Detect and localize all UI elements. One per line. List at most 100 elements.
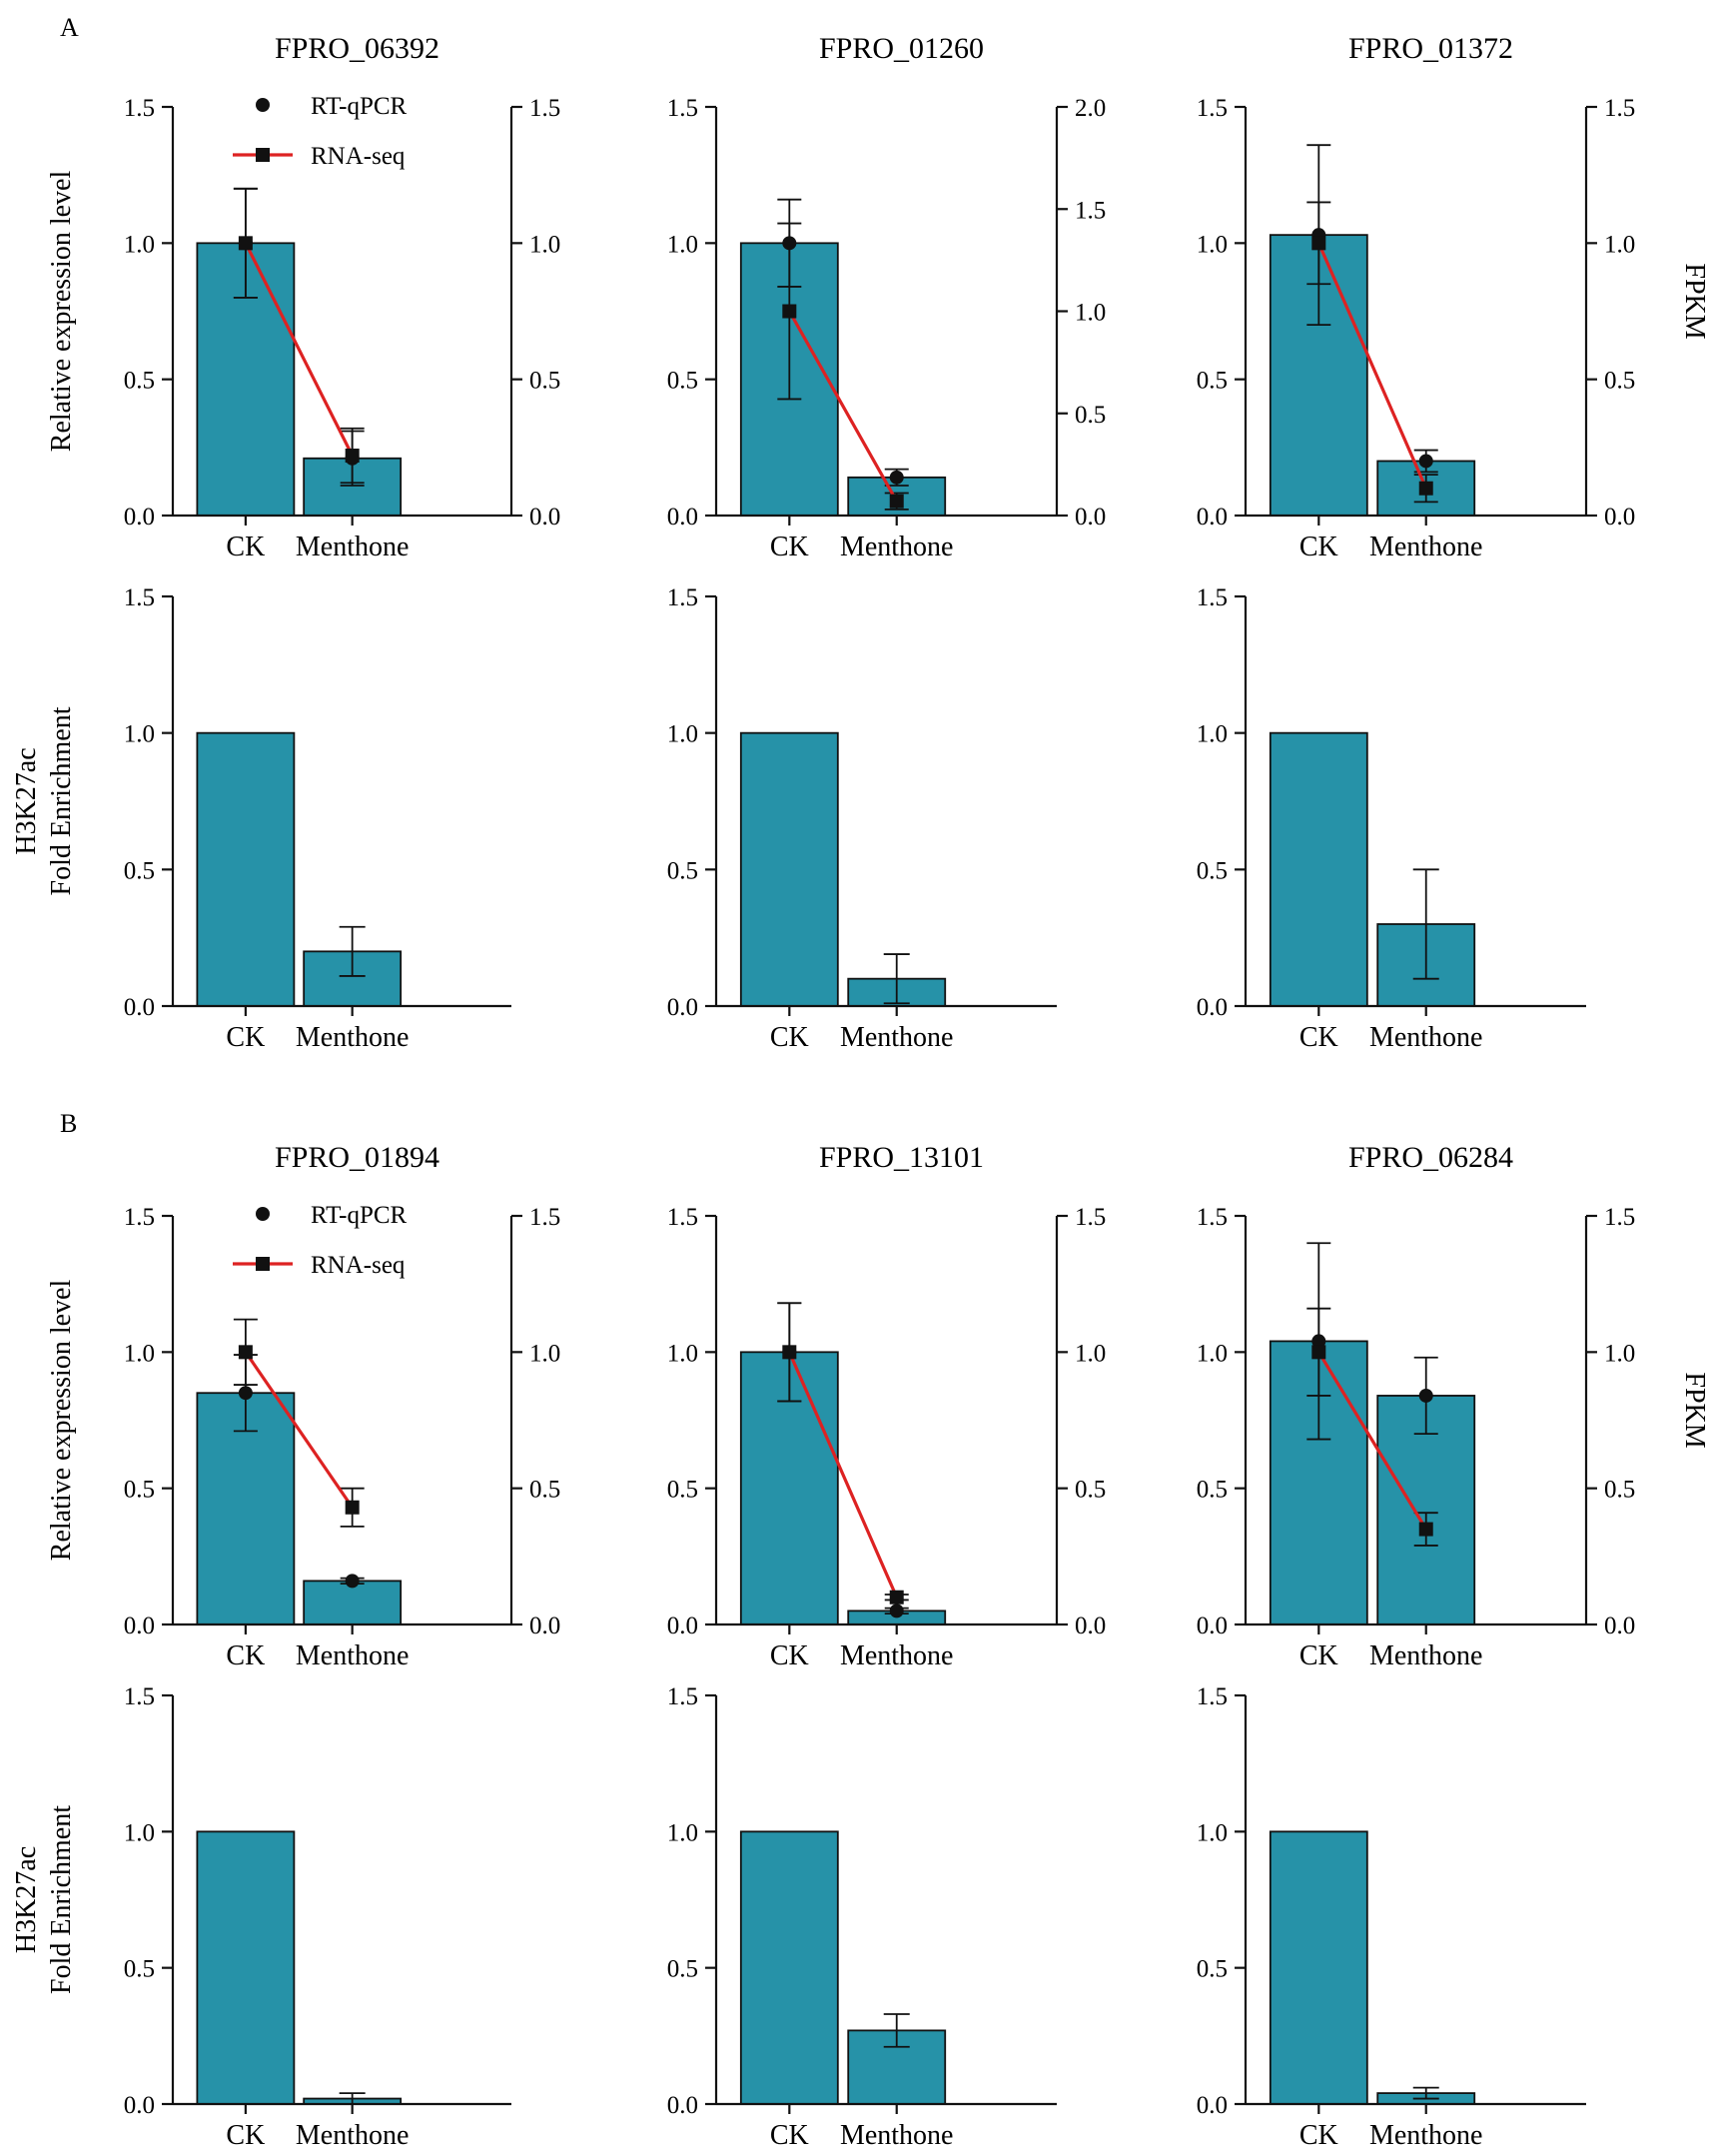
y-tick-label-left: 0.0: [1197, 2092, 1228, 2119]
rna-seq-point-ck: [1311, 236, 1326, 251]
y-tick-label-right: 1.0: [1604, 1340, 1635, 1367]
rna-seq-point-menthone: [1418, 481, 1433, 496]
y-tick-label-left: 1.0: [124, 1340, 155, 1367]
y-tick-label-right: 1.5: [1604, 1204, 1635, 1231]
y-tick-label-right: 0.5: [1604, 1477, 1635, 1504]
x-tick-label-ck: CK: [770, 2120, 809, 2151]
chart-fpro-13101-enrichment: 0.0 0.5 1.0 1.5 CK Menthone: [667, 1683, 1057, 2151]
rt-qpcr-point-menthone: [1418, 1388, 1433, 1403]
y-tick-label-left: 0.5: [124, 1956, 155, 1983]
bar-ck: [1269, 1830, 1368, 2105]
rna-seq-point-ck: [782, 1345, 797, 1360]
rna-seq-line: [1316, 242, 1428, 490]
panel-label-b: B: [60, 1109, 77, 1138]
rt-qpcr-point-ck: [1311, 1334, 1326, 1349]
bar-ck: [739, 731, 839, 1007]
y-tick-label-left: 1.5: [124, 1683, 155, 1710]
y-axis-label-expression: Relative expression level: [46, 1280, 77, 1562]
y-tick-label-left: 0.5: [667, 368, 698, 395]
y-tick-label-left: 1.0: [124, 721, 155, 748]
legend-rna-seq-marker: [256, 1257, 270, 1271]
y-tick-label-right: 0.5: [529, 368, 560, 395]
legend-rt-qpcr-marker: [256, 98, 270, 112]
y-tick-label-right: 1.5: [529, 95, 560, 122]
x-tick-label-menthone: Menthone: [1369, 2120, 1483, 2151]
bar-ck: [1269, 731, 1368, 1007]
y-tick-label-right: 1.5: [1075, 1204, 1106, 1231]
rna-seq-point-ck: [1311, 1345, 1326, 1360]
y-tick-label-right: 0.5: [1604, 368, 1635, 395]
y-tick-label-left: 1.5: [667, 95, 698, 122]
y-tick-label-right: 0.0: [1604, 1613, 1635, 1639]
y-tick-label-left: 0.5: [667, 857, 698, 884]
chart-title: FPRO_01260: [819, 32, 984, 65]
y-tick-label-left: 1.5: [1197, 584, 1228, 611]
y-tick-label-left: 0.0: [1197, 1613, 1228, 1639]
x-tick-label-ck: CK: [1299, 2120, 1338, 2151]
y-tick-label-left: 0.5: [667, 1956, 698, 1983]
chart-title: FPRO_01372: [1348, 32, 1513, 65]
y-tick-label-right: 1.0: [1604, 231, 1635, 258]
x-tick-label-ck: CK: [1299, 532, 1338, 562]
y-tick-label-right: 0.0: [1604, 504, 1635, 531]
y-tick-label-left: 1.0: [124, 231, 155, 258]
y-tick-label-left: 1.5: [1197, 1204, 1228, 1231]
y-tick-label-left: 0.0: [124, 504, 155, 531]
y-tick-label-left: 1.5: [667, 1204, 698, 1231]
x-tick-label-menthone: Menthone: [840, 2120, 954, 2151]
rna-seq-point-ck: [238, 236, 253, 251]
legend-rna-seq-label: RNA-seq: [311, 1252, 406, 1279]
x-tick-label-menthone: Menthone: [296, 1022, 410, 1053]
rt-qpcr-point-menthone: [889, 1604, 904, 1618]
chart-title: FPRO_13101: [819, 1141, 984, 1174]
chart-fpro-06284-expression: FPRO_06284 0.0 0.5 1.0 1.5 CK Menthone 0.0 0.5 1.…: [1197, 1141, 1710, 1671]
chart-fpro-01260-expression: FPRO_01260 0.0 0.5 1.0 1.5 CK Menthone 0.0 0.5 1.…: [667, 32, 1107, 562]
y-tick-label-left: 1.0: [1197, 231, 1228, 258]
y-tick-label-left: 1.5: [1197, 1683, 1228, 1710]
y-tick-label-left: 0.0: [667, 504, 698, 531]
rt-qpcr-point-ck: [238, 1386, 253, 1401]
y-tick-label-left: 0.0: [124, 994, 155, 1021]
legend-rna-seq-label: RNA-seq: [311, 143, 406, 170]
panel-label-a: A: [60, 13, 79, 42]
x-tick-label-menthone: Menthone: [1369, 532, 1483, 562]
chart-title: FPRO_01894: [275, 1141, 439, 1174]
y-tick-label-left: 1.0: [667, 1340, 698, 1367]
chart-fpro-06392-expression: FPRO_06392 0.0 0.5 1.0 1.5 CK Menthone 0.0 0.5 1.…: [46, 32, 560, 562]
y-tick-label-left: 0.5: [1197, 1956, 1228, 1983]
bar-ck: [196, 731, 296, 1007]
rt-qpcr-point-menthone: [345, 1574, 360, 1589]
y-tick-label-left: 0.0: [1197, 994, 1228, 1021]
y-tick-label-left: 0.5: [1197, 857, 1228, 884]
legend-rt-qpcr-label: RT-qPCR: [311, 93, 408, 120]
x-tick-label-menthone: Menthone: [296, 532, 410, 562]
chart-fpro-01372-expression: FPRO_01372 0.0 0.5 1.0 1.5 CK Menthone 0.0 0.5 1.…: [1197, 32, 1710, 562]
y-tick-label-left: 0.0: [667, 994, 698, 1021]
y-tick-label-left: 1.5: [667, 1683, 698, 1710]
y-tick-label-left: 0.5: [1197, 1477, 1228, 1504]
rt-qpcr-point-menthone: [1418, 454, 1433, 469]
rna-seq-point-ck: [238, 1345, 253, 1360]
rna-seq-point-menthone: [1418, 1522, 1433, 1537]
x-tick-label-ck: CK: [226, 2120, 265, 2151]
rna-seq-line: [787, 310, 899, 503]
y-tick-label-left: 1.5: [1197, 95, 1228, 122]
y-tick-label-right: 0.5: [529, 1477, 560, 1504]
x-tick-label-ck: CK: [226, 1640, 265, 1671]
y-tick-label-right: 1.5: [529, 1204, 560, 1231]
y-axis-label-enrichment-line2: Fold Enrichment: [46, 1805, 77, 1994]
chart-title: FPRO_06284: [1348, 1141, 1513, 1174]
chart-fpro-06284-enrichment: 0.0 0.5 1.0 1.5 CK Menthone: [1197, 1683, 1586, 2151]
y-tick-label-left: 0.0: [667, 1613, 698, 1639]
chart-fpro-01372-enrichment: 0.0 0.5 1.0 1.5 CK Menthone: [1197, 584, 1586, 1053]
x-tick-label-menthone: Menthone: [840, 532, 954, 562]
y-tick-label-left: 0.5: [124, 1477, 155, 1504]
rna-seq-line: [244, 242, 355, 457]
y-tick-label-right: 1.0: [1075, 1340, 1106, 1367]
chart-title: FPRO_06392: [275, 32, 439, 65]
y-tick-label-left: 1.0: [1197, 721, 1228, 748]
x-tick-label-ck: CK: [226, 1022, 265, 1053]
y-tick-label-left: 1.0: [1197, 1340, 1228, 1367]
rna-seq-point-menthone: [345, 449, 360, 464]
